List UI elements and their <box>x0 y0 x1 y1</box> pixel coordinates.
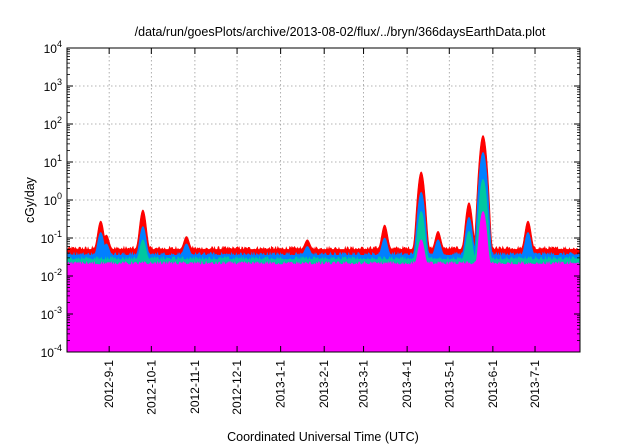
series-layer <box>67 134 580 352</box>
x-tick-label: 2012-9-1 <box>102 360 116 408</box>
x-tick-label: 2013-6-1 <box>486 360 500 408</box>
y-tick-label: 103 <box>44 77 62 94</box>
y-axis: 10-4 10-3 10-2 10-1 100 101 102 103 104 <box>41 39 580 360</box>
series-area <box>67 151 580 266</box>
x-tick-label: 2013-4-1 <box>400 360 414 408</box>
x-tick-label: 2013-7-1 <box>528 360 542 408</box>
x-tick-label: 2013-1-1 <box>274 360 288 408</box>
x-axis: 2012-9-1 2012-10-1 2012-11-1 2012-12-1 2013-… <box>102 48 542 415</box>
series-area <box>67 178 580 270</box>
y-tick-label: 101 <box>44 153 62 170</box>
y-tick-label: 10-1 <box>41 229 62 246</box>
x-tick-label: 2012-11-1 <box>188 360 202 414</box>
x-tick-label: 2013-5-1 <box>442 360 456 408</box>
y-tick-label: 104 <box>44 39 62 56</box>
x-tick-label: 2013-3-1 <box>357 360 371 408</box>
x-axis-label: Coordinated Universal Time (UTC) <box>227 430 419 444</box>
y-tick-label: 102 <box>44 115 62 132</box>
series-band <box>67 295 580 301</box>
chart-title: /data/run/goesPlots/archive/2013-08-02/f… <box>135 25 546 39</box>
y-tick-label: 10-3 <box>41 305 62 322</box>
x-tick-label: 2012-10-1 <box>144 360 158 415</box>
x-tick-label: 2013-2-1 <box>317 360 331 408</box>
y-tick-label: 10-4 <box>41 343 62 360</box>
y-axis-label: cGy/day <box>23 176 37 223</box>
x-tick-label: 2012-12-1 <box>230 360 244 415</box>
y-tick-label: 10-2 <box>41 267 62 284</box>
y-tick-label: 100 <box>44 191 62 208</box>
series-area <box>67 210 580 352</box>
